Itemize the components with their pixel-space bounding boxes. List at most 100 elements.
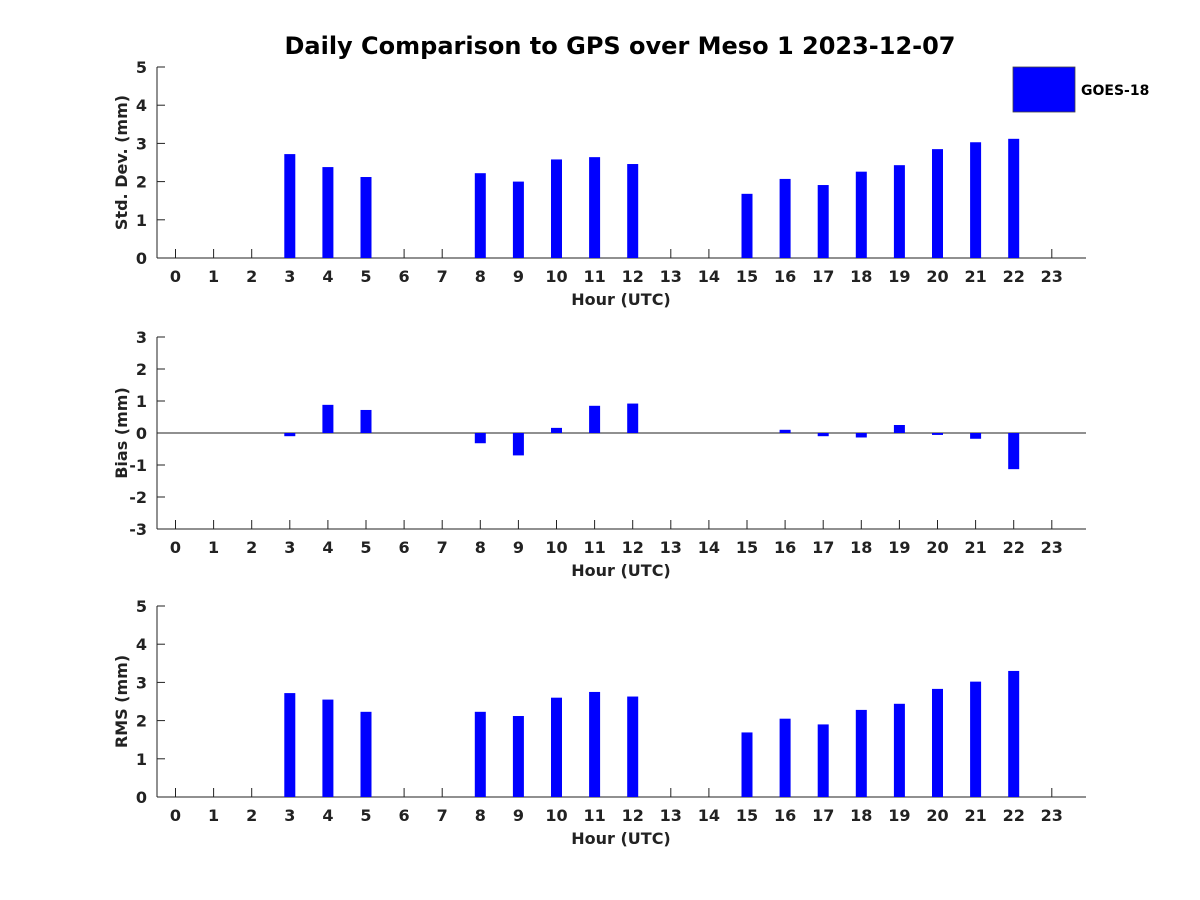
x-tick-label: 8 <box>475 538 486 557</box>
y-tick-label: 4 <box>136 635 147 654</box>
x-tick-label: 0 <box>170 538 181 557</box>
x-tick-label: 19 <box>888 267 910 286</box>
x-tick-label: 4 <box>322 806 333 825</box>
y-axis-label: RMS (mm) <box>112 655 131 748</box>
x-tick-label: 14 <box>698 267 720 286</box>
bar-std-dev-hour-4 <box>322 167 334 258</box>
x-tick-label: 0 <box>170 267 181 286</box>
bar-std-dev-hour-15 <box>741 193 753 258</box>
y-tick-label: -1 <box>129 456 147 475</box>
x-tick-label: 6 <box>399 267 410 286</box>
x-tick-label: 5 <box>360 806 371 825</box>
x-tick-label: 2 <box>246 806 257 825</box>
bar-rms-hour-17 <box>817 724 829 797</box>
x-tick-label: 1 <box>208 806 219 825</box>
y-tick-label: 0 <box>136 249 147 268</box>
y-tick-label: 1 <box>136 392 147 411</box>
bar-std-dev-hour-8 <box>474 173 486 258</box>
legend-label: GOES-18 <box>1081 83 1149 99</box>
x-tick-label: 22 <box>1003 806 1025 825</box>
x-tick-label: 11 <box>583 267 605 286</box>
x-tick-label: 8 <box>475 267 486 286</box>
x-tick-label: 21 <box>964 806 986 825</box>
bar-bias-hour-8 <box>474 433 486 444</box>
y-tick-label: 1 <box>136 211 147 230</box>
bar-bias-hour-16 <box>779 429 791 433</box>
bar-std-dev-hour-3 <box>284 154 296 258</box>
bar-rms-hour-5 <box>360 711 372 797</box>
bar-std-dev-hour-20 <box>932 149 943 258</box>
bar-bias-hour-5 <box>360 409 372 433</box>
x-tick-label: 2 <box>246 267 257 286</box>
x-tick-label: 6 <box>399 806 410 825</box>
x-tick-label: 16 <box>774 806 796 825</box>
y-tick-label: 5 <box>136 58 147 77</box>
x-tick-label: 22 <box>1003 267 1025 286</box>
x-tick-label: 9 <box>513 267 524 286</box>
bar-bias-hour-18 <box>855 433 867 438</box>
y-tick-label: 3 <box>136 673 147 692</box>
x-tick-label: 17 <box>812 267 834 286</box>
x-tick-label: 2 <box>246 538 257 557</box>
bar-rms-hour-9 <box>512 716 524 797</box>
x-tick-label: 14 <box>698 806 720 825</box>
bar-rms-hour-4 <box>322 699 334 797</box>
bar-rms-hour-15 <box>741 732 753 797</box>
x-tick-label: 15 <box>736 538 758 557</box>
x-tick-label: 8 <box>475 806 486 825</box>
x-tick-label: 20 <box>926 267 948 286</box>
x-tick-label: 7 <box>437 806 448 825</box>
bar-bias-hour-10 <box>551 427 562 433</box>
bar-std-dev-hour-5 <box>360 177 372 258</box>
bar-bias-hour-4 <box>322 404 334 433</box>
y-tick-label: 4 <box>136 96 147 115</box>
bar-bias-hour-20 <box>932 433 943 435</box>
bar-std-dev-hour-19 <box>893 165 905 258</box>
bar-rms-hour-22 <box>1008 670 1020 797</box>
x-tick-label: 18 <box>850 267 872 286</box>
y-tick-label: -2 <box>129 488 147 507</box>
x-tick-label: 0 <box>170 806 181 825</box>
y-tick-label: 3 <box>136 134 147 153</box>
bar-std-dev-hour-17 <box>817 185 829 258</box>
x-tick-label: 10 <box>545 538 567 557</box>
x-axis-label: Hour (UTC) <box>571 829 671 848</box>
x-tick-label: 16 <box>774 538 796 557</box>
x-tick-label: 12 <box>622 267 644 286</box>
y-tick-label: 1 <box>136 750 147 769</box>
bar-bias-hour-3 <box>284 433 296 437</box>
x-tick-label: 7 <box>437 267 448 286</box>
x-tick-label: 21 <box>964 538 986 557</box>
bar-rms-hour-21 <box>970 681 982 797</box>
x-tick-label: 14 <box>698 538 720 557</box>
x-tick-label: 4 <box>322 538 333 557</box>
bar-bias-hour-11 <box>589 405 601 433</box>
x-tick-label: 12 <box>622 538 644 557</box>
bar-rms-hour-16 <box>779 718 791 797</box>
y-axis-label: Bias (mm) <box>112 387 131 479</box>
x-tick-label: 19 <box>888 806 910 825</box>
bar-bias-hour-19 <box>893 425 905 433</box>
x-tick-label: 6 <box>399 538 410 557</box>
x-tick-label: 11 <box>583 538 605 557</box>
x-tick-label: 3 <box>284 267 295 286</box>
x-tick-label: 15 <box>736 806 758 825</box>
x-tick-label: 22 <box>1003 538 1025 557</box>
bar-rms-hour-19 <box>893 703 905 797</box>
x-tick-label: 20 <box>926 806 948 825</box>
y-tick-label: 0 <box>136 424 147 443</box>
x-tick-label: 13 <box>660 267 682 286</box>
x-tick-label: 3 <box>284 806 295 825</box>
x-tick-label: 10 <box>545 267 567 286</box>
x-tick-label: 4 <box>322 267 333 286</box>
bar-std-dev-hour-11 <box>589 157 601 258</box>
y-tick-label: -3 <box>129 520 147 539</box>
x-tick-label: 18 <box>850 538 872 557</box>
x-axis-label: Hour (UTC) <box>571 561 671 580</box>
x-tick-label: 12 <box>622 806 644 825</box>
bar-rms-hour-18 <box>855 709 867 797</box>
